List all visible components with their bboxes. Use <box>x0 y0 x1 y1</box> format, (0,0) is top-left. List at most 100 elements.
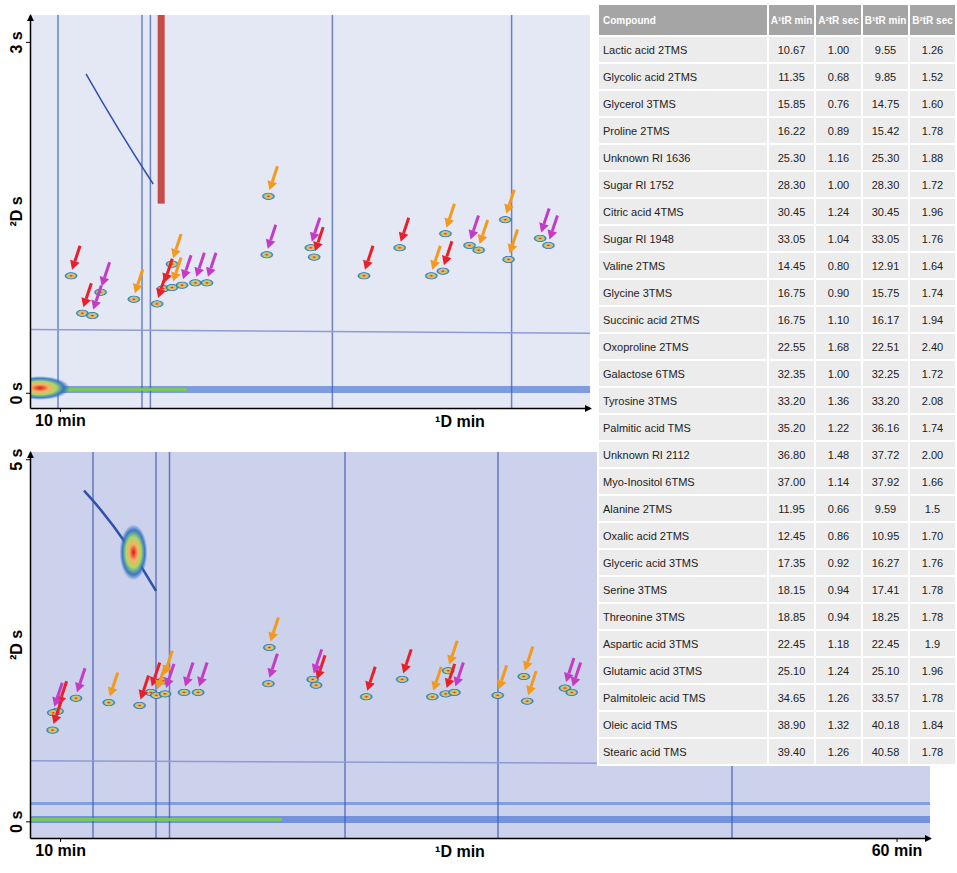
plot: 10 min0 s3 s <box>8 15 591 429</box>
table-cell: 1.18 <box>815 630 862 657</box>
table-cell: Proline 2TMS <box>598 117 768 144</box>
arrow <box>454 662 464 686</box>
table-cell: Glycerol 3TMS <box>598 90 768 117</box>
tick-label: 60 min <box>872 842 923 859</box>
arrow-shaft <box>138 269 143 284</box>
arrow-shaft <box>169 664 174 679</box>
arrow-shaft <box>569 658 574 673</box>
plot-background <box>30 452 930 838</box>
arrow <box>363 246 373 270</box>
table-row: Tyrosine 3TMS33.201.3633.202.08 <box>598 387 956 414</box>
arrow-shaft <box>544 208 549 223</box>
table-cell: 32.25 <box>862 360 909 387</box>
table-cell: 33.20 <box>862 387 909 414</box>
table-row: Glycolic acid 2TMS11.350.689.851.52 <box>598 63 956 90</box>
arrow <box>266 225 276 249</box>
table-cell: 9.85 <box>862 63 909 90</box>
table-cell: 1.00 <box>815 171 862 198</box>
tick: 10 min <box>35 408 86 429</box>
table-cell: 37.92 <box>862 468 909 495</box>
arrow <box>194 253 204 277</box>
arrow-shaft <box>272 166 277 181</box>
table-cell: Stearic acid TMS <box>598 738 768 765</box>
arrow <box>504 190 514 214</box>
arrow-head <box>155 679 164 689</box>
baseline-band <box>30 816 930 823</box>
arrow-head <box>181 269 190 279</box>
table-cell: 22.45 <box>768 630 815 657</box>
table-cell: 0.86 <box>815 522 862 549</box>
tick: 60 min <box>872 838 923 859</box>
table-cell: 1.24 <box>815 198 862 225</box>
table-row: Glutamic acid 3TMS25.101.2425.101.96 <box>598 657 956 684</box>
table-cell: Lactic acid 2TMS <box>598 36 768 63</box>
arrow-head <box>133 283 142 293</box>
table-row: Threonine 3TMS18.850.9418.251.78 <box>598 603 956 630</box>
table-cell: 1.66 <box>909 468 956 495</box>
arrow-shaft <box>509 190 514 205</box>
arrow-shaft <box>502 665 507 680</box>
table-cell: 0.94 <box>815 603 862 630</box>
arrow-head <box>75 682 84 692</box>
arrow-shaft <box>57 683 62 698</box>
table-cell: Myo-Inositol 6TMS <box>598 468 768 495</box>
axis-title: ²D s <box>8 196 25 226</box>
arrow-head <box>52 714 61 724</box>
table-cell: 18.25 <box>862 603 909 630</box>
arrow <box>52 683 62 707</box>
table-row: Unknown RI 163625.301.1625.301.88 <box>598 144 956 171</box>
arrow-shaft <box>96 286 101 301</box>
arrow-shaft <box>176 234 181 249</box>
arrow-shaft <box>370 667 375 682</box>
table-header: CompoundA¹tR minA²tR secB¹tR minB²tR sec <box>598 4 956 36</box>
table-cell: Valine 2TMS <box>598 252 768 279</box>
table-cell: Galactose 6TMS <box>598 360 768 387</box>
plot-background <box>30 15 590 408</box>
arrow-head <box>266 239 275 249</box>
table-cell: 1.72 <box>909 171 956 198</box>
arrow-shaft <box>315 218 320 233</box>
table-row: Sugar RI 175228.301.0028.301.72 <box>598 171 956 198</box>
table-cell: Serine 3TMS <box>598 576 768 603</box>
arrow <box>267 654 277 678</box>
table-row: Proline 2TMS16.220.8915.421.78 <box>598 117 956 144</box>
table-cell: 1.04 <box>815 225 862 252</box>
table-cell: 1.00 <box>815 360 862 387</box>
table-cell: 0.92 <box>815 549 862 576</box>
axis-title: ¹D min <box>435 843 485 860</box>
y-axis: 0 s3 s <box>8 16 31 409</box>
tick-label: 5 s <box>8 449 25 471</box>
table-row: Glycerol 3TMS15.850.7614.751.60 <box>598 90 956 117</box>
table-row: Oleic acid TMS38.901.3240.181.84 <box>598 711 956 738</box>
table-cell: 1.78 <box>909 117 956 144</box>
table-cell: 1.26 <box>815 684 862 711</box>
arrow-shaft <box>211 253 216 268</box>
solvent-peak <box>30 376 70 400</box>
arrow <box>526 671 536 695</box>
arrow-head <box>469 229 478 239</box>
table-cell: 11.35 <box>768 63 815 90</box>
table-cell: 37.00 <box>768 468 815 495</box>
table-cell: 9.55 <box>862 36 909 63</box>
table-cell: 35.20 <box>768 414 815 441</box>
table-cell: 25.10 <box>862 657 909 684</box>
x-axis: 10 min <box>31 408 591 429</box>
tick-label: 10 min <box>35 412 86 429</box>
arrow <box>571 662 581 686</box>
column-bleed <box>332 15 334 408</box>
arrow-head <box>267 668 276 678</box>
arrow-head <box>504 204 513 214</box>
x-axis: 10 min60 min <box>31 838 931 859</box>
arrow-head <box>162 273 171 283</box>
arrow-head <box>70 260 79 270</box>
arrow-head <box>91 299 100 309</box>
table-row: Glyceric acid 3TMS17.350.9216.271.76 <box>598 549 956 576</box>
baseline-band <box>30 818 282 821</box>
arrow-head <box>508 243 517 253</box>
table-cell: 16.27 <box>862 549 909 576</box>
arrow <box>268 618 278 642</box>
arrow-shaft <box>199 253 204 268</box>
arrow-shaft <box>188 662 193 677</box>
table-cell: 1.74 <box>909 279 956 306</box>
arrow-shaft <box>576 662 581 677</box>
